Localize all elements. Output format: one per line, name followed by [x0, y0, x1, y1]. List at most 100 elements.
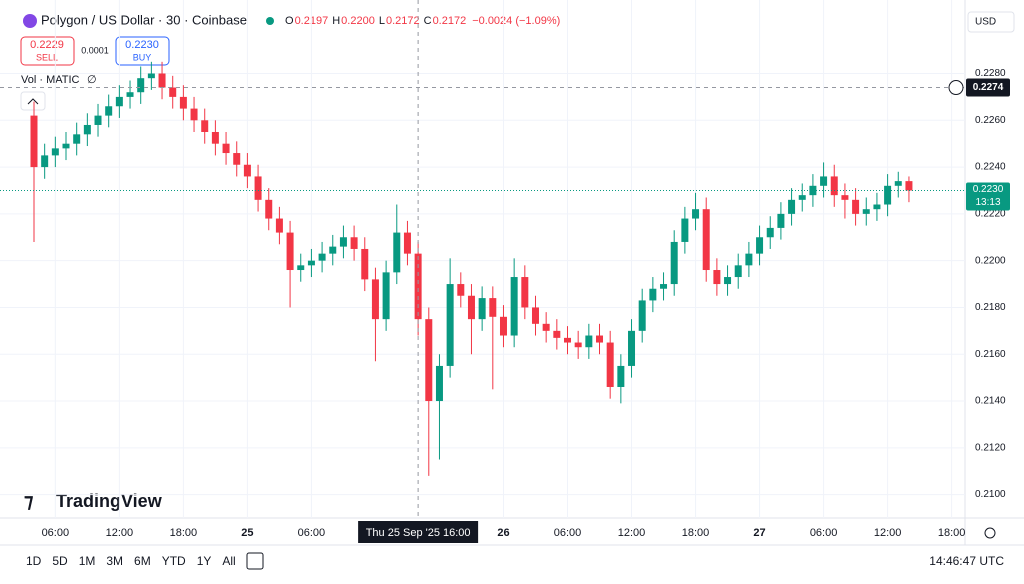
- candle-body: [446, 284, 454, 366]
- candle-body: [660, 284, 668, 289]
- candle-body: [83, 124, 91, 135]
- candle-body: [681, 218, 689, 242]
- candle-body: [852, 199, 860, 214]
- volume-value: ∅: [87, 74, 97, 86]
- candle-body: [905, 181, 913, 191]
- candle-body: [798, 195, 806, 200]
- candle-body: [169, 87, 177, 97]
- currency[interactable]: USD: [975, 17, 996, 28]
- range-button[interactable]: 1M: [79, 554, 96, 568]
- crosshair-time: Thu 25 Sep '25 16:00: [366, 527, 471, 539]
- candle-body: [692, 209, 700, 219]
- candle-body: [297, 265, 305, 271]
- ohlc-key: O: [285, 15, 294, 27]
- candle-body: [339, 237, 347, 247]
- buy-label[interactable]: BUY: [133, 52, 152, 62]
- crosshair-price: 0.2274: [973, 82, 1004, 93]
- candle-body: [457, 284, 465, 296]
- volume-label: Vol · MATIC: [21, 74, 80, 86]
- ohlc-key: H: [332, 15, 340, 27]
- symbol-title[interactable]: Polygon / US Dollar · 30 · Coinbase: [41, 12, 247, 27]
- logo: ⁊: [24, 491, 33, 512]
- candle-body: [499, 316, 507, 336]
- last-price-badge: [966, 182, 1010, 211]
- x-tick-label: 06:00: [810, 527, 838, 539]
- ohlc-change: −0.0024 (−1.09%): [472, 15, 560, 27]
- candle-body: [265, 199, 273, 219]
- candle-body: [862, 209, 870, 214]
- x-tick-label: 12:00: [874, 527, 902, 539]
- candle-body: [894, 181, 902, 186]
- candle-body: [478, 298, 486, 320]
- candle-body: [756, 237, 764, 254]
- x-tick-label: 25: [241, 527, 253, 539]
- y-tick-label: 0.2240: [975, 162, 1006, 173]
- range-toolbar: 1D 5D 1M 3M 6M YTD 1Y All: [26, 554, 236, 568]
- candle-body: [734, 265, 742, 278]
- y-tick-label: 0.2120: [975, 442, 1006, 453]
- candle-body: [233, 153, 241, 165]
- collapse-icon: [27, 98, 39, 105]
- candle-body: [553, 330, 561, 338]
- candle-body: [467, 295, 475, 320]
- range-button[interactable]: All: [222, 554, 235, 568]
- settings-icon[interactable]: [984, 527, 996, 539]
- range-button[interactable]: 1D: [26, 554, 42, 568]
- candle-body: [414, 253, 422, 320]
- ohlc-value: 0.2172: [433, 15, 467, 27]
- calendar-icon[interactable]: [246, 552, 264, 570]
- candle-body: [318, 253, 326, 261]
- y-tick-label: 0.2100: [975, 489, 1006, 500]
- candle-body: [147, 73, 155, 79]
- sell-button[interactable]: [20, 36, 75, 66]
- candle-body: [542, 323, 550, 331]
- sell-label[interactable]: SELL: [36, 52, 58, 62]
- candle-body: [809, 185, 817, 196]
- candle-body: [126, 92, 134, 97]
- y-tick-label: 0.2280: [975, 68, 1006, 79]
- candle-body: [361, 248, 369, 280]
- crosshair-time-badge: [358, 521, 479, 543]
- candle-body: [531, 307, 539, 324]
- x-tick-label: 18:00: [938, 527, 966, 539]
- candle-body: [41, 155, 49, 168]
- candle-body: [564, 337, 571, 343]
- candle-body: [745, 253, 753, 266]
- candle-body: [51, 148, 59, 156]
- candle-body: [724, 277, 732, 285]
- candle-body: [286, 232, 294, 271]
- buy-button[interactable]: [115, 36, 170, 66]
- countdown: 13:13: [975, 197, 1000, 208]
- range-button[interactable]: YTD: [162, 554, 186, 568]
- candle-body: [841, 195, 849, 200]
- ohlc-key: L: [379, 15, 385, 27]
- y-tick-label: 0.2200: [975, 255, 1006, 266]
- market-status: [266, 17, 274, 25]
- candle-body: [350, 237, 358, 249]
- x-tick-label: 18:00: [682, 527, 710, 539]
- candle-body: [254, 176, 262, 200]
- candle-body: [158, 73, 166, 88]
- range-button[interactable]: 6M: [134, 554, 151, 568]
- candle-body: [62, 143, 70, 149]
- range-button[interactable]: 3M: [106, 554, 123, 568]
- candle-body: [788, 199, 796, 214]
- candle-body: [115, 96, 123, 107]
- collapse-button[interactable]: [20, 91, 46, 111]
- candle-body: [884, 185, 892, 205]
- sell-price[interactable]: 0.2229: [30, 39, 64, 51]
- buy-price[interactable]: 0.2230: [125, 39, 159, 51]
- range-button[interactable]: 1Y: [197, 554, 212, 568]
- logo-text: TradingView: [56, 491, 163, 511]
- candle-body: [521, 277, 529, 308]
- add-alert[interactable]: [948, 80, 964, 96]
- currency-button[interactable]: [967, 11, 1015, 33]
- candle-body: [873, 204, 881, 210]
- range-button[interactable]: 5D: [52, 554, 68, 568]
- candle-body: [30, 115, 38, 168]
- candle-body: [489, 298, 497, 317]
- ohlc-key: C: [424, 15, 432, 27]
- candle-body: [179, 96, 187, 109]
- candle-body: [371, 279, 379, 320]
- candle-body: [606, 342, 614, 387]
